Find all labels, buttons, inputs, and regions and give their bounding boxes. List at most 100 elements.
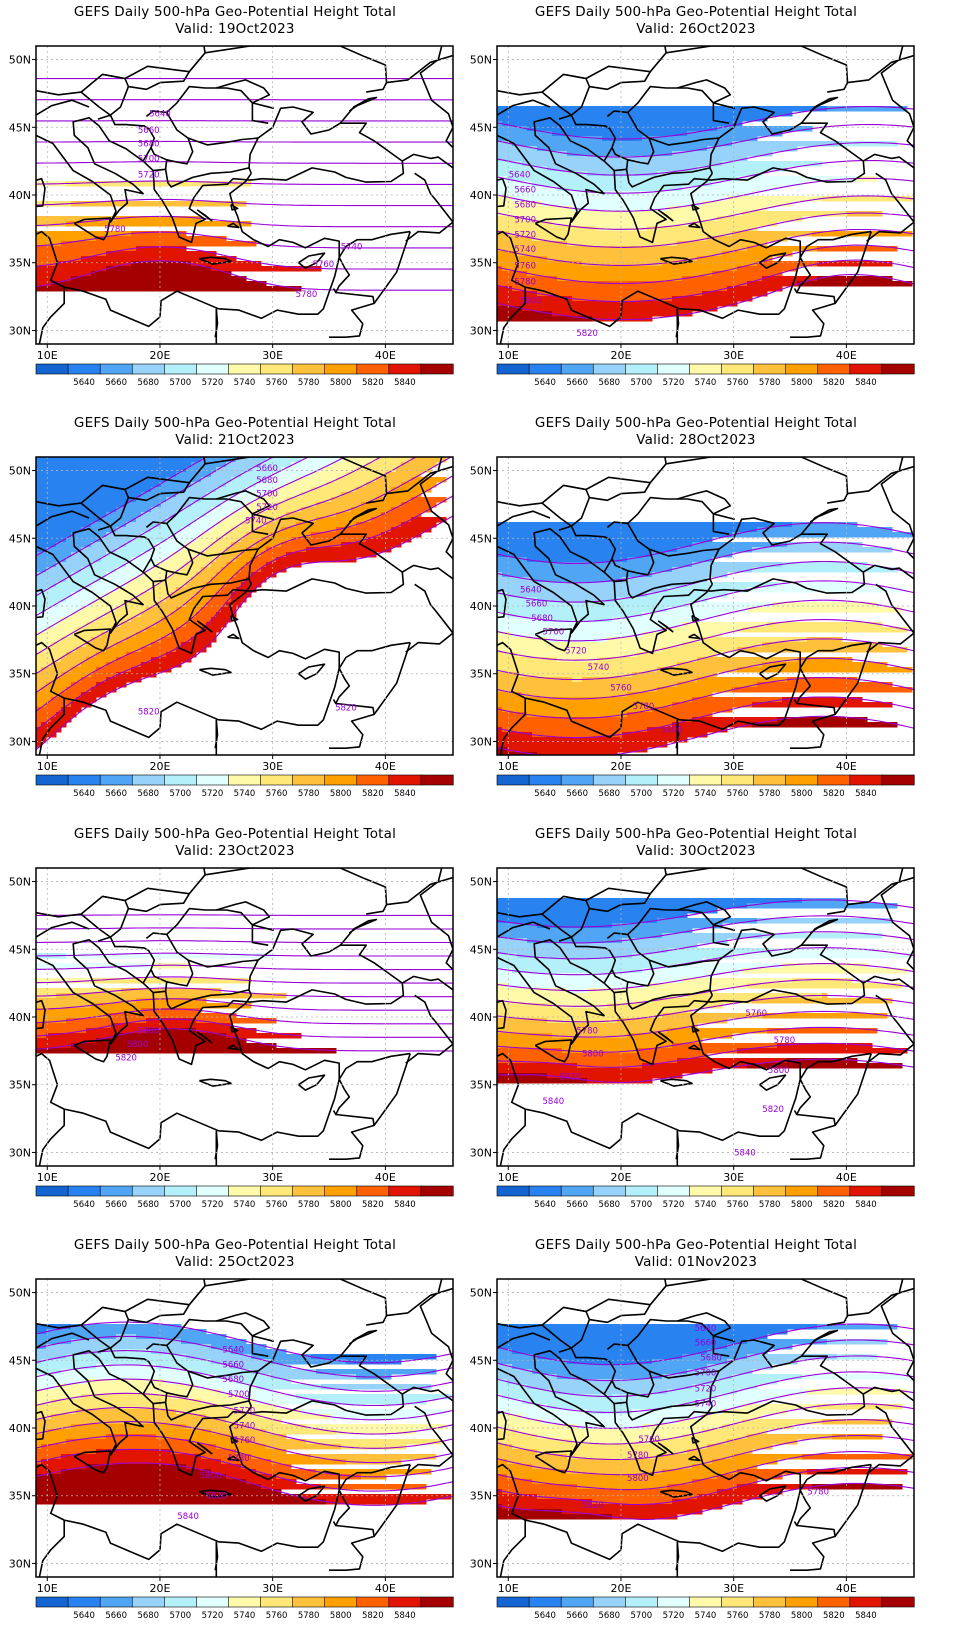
coastline [406, 995, 453, 1063]
contour-label: 5800 [768, 1066, 790, 1076]
colorbar-swatch [722, 364, 754, 374]
colorbar-label: 5840 [855, 789, 877, 799]
colorbar-swatch [68, 364, 100, 374]
colorbar-label: 5700 [631, 1200, 653, 1210]
colorbar-swatch [882, 364, 914, 374]
colorbar-swatch [657, 1186, 689, 1196]
lon-tick-label: 40E [836, 1171, 857, 1184]
colorbar-label: 5720 [202, 378, 224, 388]
colorbar-label: 5720 [663, 789, 685, 799]
contour-label: 5640 [695, 1324, 717, 1334]
colorbar-label: 5740 [234, 378, 256, 388]
colorbar-label: 5720 [663, 1611, 685, 1621]
coastline [420, 1279, 453, 1381]
colorbar-swatch [625, 1597, 657, 1607]
coastline [881, 1279, 914, 1381]
lon-tick-label: 10E [498, 1171, 519, 1184]
contour-label: 5660 [526, 599, 548, 609]
colorbar-swatch [882, 1597, 914, 1607]
colorbar-label: 5800 [791, 1611, 813, 1621]
lat-tick-label: 35N [9, 257, 31, 270]
coastline [420, 46, 453, 148]
contour-label: 5760 [313, 260, 335, 270]
coastline [406, 584, 453, 652]
colorbar-label: 5700 [631, 378, 653, 388]
contour-map: 5640566056805700572057405760578058005820… [461, 0, 931, 400]
colorbar-label: 5680 [598, 1200, 620, 1210]
coastline [564, 477, 651, 489]
lat-tick-label: 50N [9, 54, 31, 67]
colorbar-label: 5760 [266, 1611, 288, 1621]
colorbar-label: 5780 [759, 1200, 781, 1210]
lat-tick-label: 30N [470, 1146, 492, 1159]
contour-label: 5780 [296, 290, 318, 300]
colorbar-swatch [657, 364, 689, 374]
colorbar-label: 5740 [695, 1611, 717, 1621]
lon-tick-label: 30E [262, 1582, 283, 1595]
colorbar-swatch [497, 1186, 529, 1196]
lat-tick-label: 45N [470, 1354, 492, 1367]
colorbar-swatch [68, 775, 100, 785]
colorbar-label: 5660 [105, 1611, 127, 1621]
contour-label: 5660 [695, 1339, 717, 1349]
lat-tick-label: 40N [470, 1011, 492, 1024]
colorbar-swatch [625, 1186, 657, 1196]
coastline [103, 66, 190, 78]
coastline [402, 154, 453, 168]
colorbar-label: 5740 [695, 378, 717, 388]
colorbar-swatch [325, 775, 357, 785]
lat-tick-label: 45N [9, 121, 31, 134]
colorbar-swatch [818, 364, 850, 374]
colorbar-label: 5680 [137, 378, 159, 388]
lon-tick-label: 20E [610, 1582, 631, 1595]
lon-tick-label: 20E [610, 760, 631, 773]
coastline [103, 888, 190, 900]
map-panel: GEFS Daily 500-hPa Geo-Potential Height … [0, 0, 470, 410]
colorbar-label: 5660 [105, 378, 127, 388]
coastline [564, 66, 651, 78]
coastline [81, 909, 128, 938]
contour-label: 5800 [627, 1474, 649, 1484]
lat-tick-label: 30N [9, 1146, 31, 1159]
contour-label: 5660 [514, 186, 536, 196]
contour-label: 5720 [565, 647, 587, 657]
map-panel: GEFS Daily 500-hPa Geo-Potential Height … [0, 822, 470, 1232]
colorbar-swatch [850, 775, 882, 785]
colorbar-label: 5820 [823, 1200, 845, 1210]
contour-label: 5840 [734, 1148, 756, 1158]
coastline [666, 457, 847, 503]
colorbar-swatch [228, 1186, 260, 1196]
colorbar-swatch [132, 1186, 164, 1196]
colorbar-label: 5700 [170, 1200, 192, 1210]
colorbar-swatch [754, 1186, 786, 1196]
coastline [867, 584, 914, 652]
colorbar-swatch [754, 775, 786, 785]
coastline [252, 103, 273, 108]
colorbar-label: 5760 [727, 1611, 749, 1621]
lat-tick-label: 45N [470, 121, 492, 134]
colorbar-swatch [132, 364, 164, 374]
coastline [402, 565, 453, 579]
colorbar-swatch [561, 1597, 593, 1607]
coastline [881, 46, 914, 148]
lat-tick-label: 40N [470, 600, 492, 613]
coastline [339, 643, 410, 669]
lon-tick-label: 20E [610, 1171, 631, 1184]
colorbar-label: 5640 [534, 1611, 556, 1621]
lat-tick-label: 50N [9, 465, 31, 478]
coastline [835, 1465, 871, 1537]
lon-tick-label: 10E [498, 760, 519, 773]
colorbar-label: 5640 [534, 1200, 556, 1210]
contour-label: 5760 [234, 1436, 256, 1446]
colorbar-label: 5760 [727, 1200, 749, 1210]
contour-label: 5780 [807, 1488, 829, 1498]
colorbar-label: 5740 [695, 1200, 717, 1210]
coastline [867, 1406, 914, 1474]
colorbar-swatch [497, 364, 529, 374]
coastline [39, 1520, 64, 1577]
